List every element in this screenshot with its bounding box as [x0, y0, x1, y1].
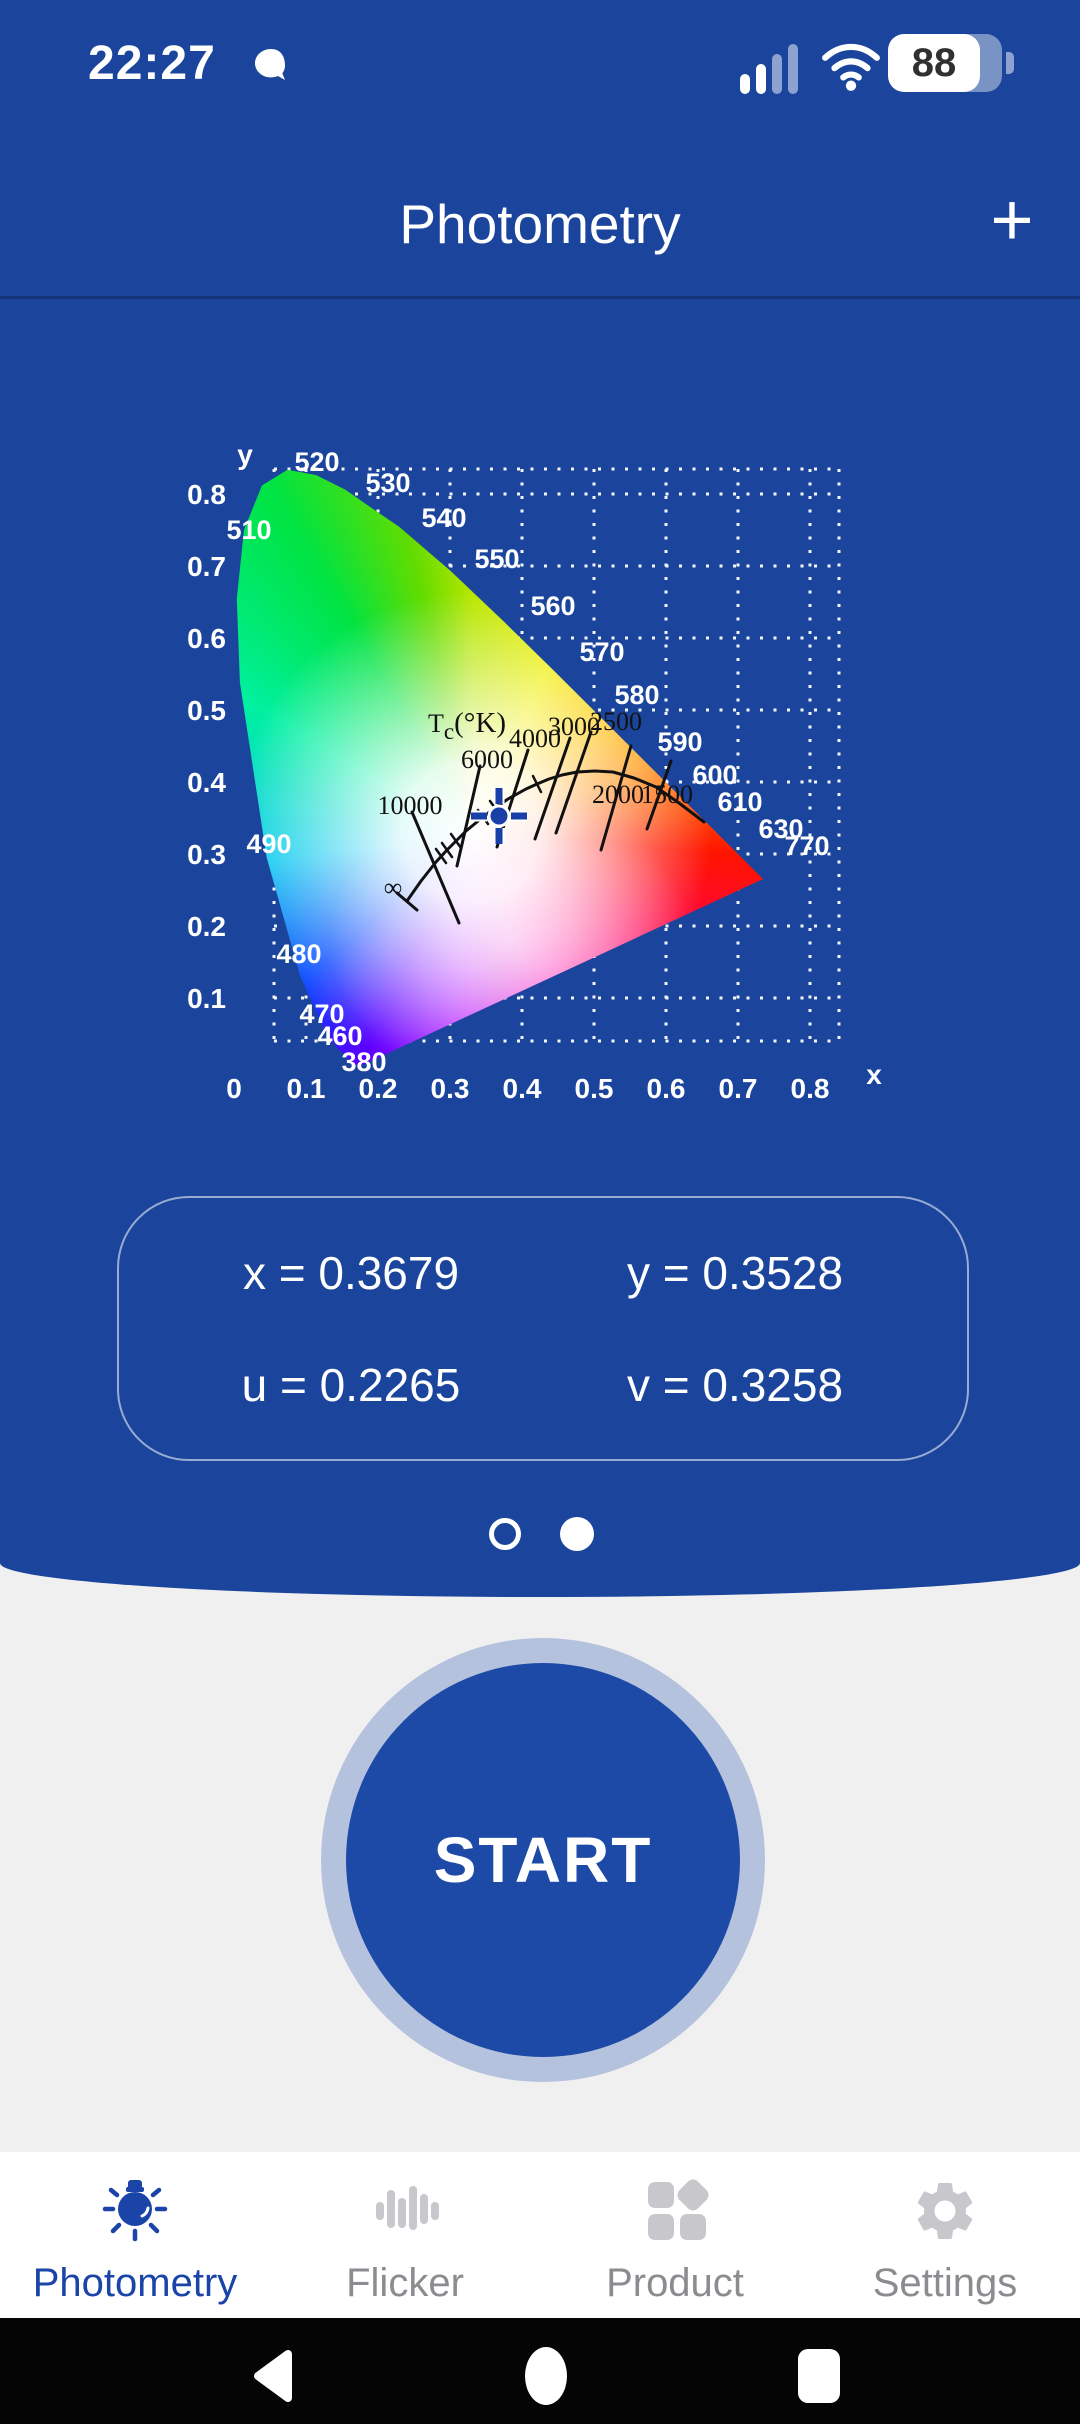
tab-flicker[interactable]: Flicker — [270, 2152, 540, 2318]
temp-label: 10000 — [378, 791, 443, 820]
temp-label: 6000 — [461, 745, 513, 774]
tab-settings[interactable]: Settings — [810, 2152, 1080, 2318]
x-tick-label: 0.3 — [431, 1073, 470, 1104]
wavelength-label: 470 — [299, 999, 344, 1029]
tab-settings-label: Settings — [872, 2261, 1018, 2305]
bulb-icon — [98, 2176, 172, 2251]
wavelength-label: 630 — [758, 814, 803, 844]
cie-chromaticity-chart[interactable]: 0 0.1 0.2 0.3 0.4 0.5 0.6 0.7 0.8 x 0.8 … — [150, 420, 910, 1120]
y-tick-label: 0.3 — [187, 839, 226, 870]
y-tick-label: 0.6 — [187, 623, 226, 654]
infinity-label: ∞ — [384, 873, 403, 902]
iso-temperature-lines — [395, 730, 673, 925]
wavelength-label: 570 — [579, 637, 624, 667]
start-button-label: START — [433, 1824, 653, 1896]
message-bubble-icon — [248, 44, 294, 95]
y-tick-label: 0.7 — [187, 551, 226, 582]
y-tick-label: 0.2 — [187, 911, 226, 942]
wavelength-label: 480 — [276, 939, 321, 969]
pager-dot-inactive[interactable] — [489, 1518, 521, 1550]
temp-label: 4000 — [509, 724, 561, 753]
wavelength-label: 550 — [474, 544, 519, 574]
wavelength-label: 460 — [317, 1021, 362, 1051]
wavelength-label: 560 — [530, 591, 575, 621]
tc-t: T — [428, 709, 444, 738]
y-axis-letter: y — [237, 439, 253, 470]
tab-product-label: Product — [606, 2261, 744, 2305]
wavelength-label: 770 — [784, 831, 829, 861]
start-button[interactable]: START — [346, 1663, 740, 2057]
battery-percent: 88 — [911, 40, 957, 85]
x-tick-label: 0.1 — [287, 1073, 326, 1104]
y-tick-label: 0.5 — [187, 695, 226, 726]
bottom-nav: Photometry Flicker — [0, 2152, 1080, 2318]
temp-label: 2000 — [592, 780, 644, 809]
temp-label: 2500 — [590, 707, 642, 736]
x-axis-letter: x — [866, 1059, 882, 1090]
wavelength-label: 600 — [692, 760, 737, 790]
wavelength-label: 610 — [717, 787, 762, 817]
x-tick-label: 0.6 — [647, 1073, 686, 1104]
wavelength-label: 530 — [365, 468, 410, 498]
x-tick-label: 0 — [226, 1073, 242, 1104]
recents-icon[interactable] — [798, 2349, 840, 2403]
chart-overlay: 0 0.1 0.2 0.3 0.4 0.5 0.6 0.7 0.8 x 0.8 … — [187, 439, 882, 1104]
wavelength-label: 540 — [421, 503, 466, 533]
tab-photometry-label: Photometry — [32, 2261, 238, 2305]
gear-icon — [908, 2176, 982, 2251]
y-tick-label: 0.8 — [187, 479, 226, 510]
tc-units: (°K) — [454, 707, 506, 739]
wavelength-label: 520 — [294, 447, 339, 477]
start-button-ring: START — [321, 1638, 765, 2082]
wavelength-label: 490 — [246, 829, 291, 859]
readout-u: u = 0.2265 — [241, 1358, 461, 1411]
wavelength-label: 380 — [341, 1047, 386, 1077]
x-tick-label: 0.5 — [575, 1073, 614, 1104]
battery-fill — [888, 34, 980, 92]
temp-label: 3000 — [548, 712, 600, 741]
readout-x: x = 0.3679 — [242, 1246, 460, 1299]
wavelength-label: 580 — [614, 680, 659, 710]
tab-product[interactable]: Product — [540, 2152, 810, 2318]
x-tick-label: 0.7 — [719, 1073, 758, 1104]
x-tick-label: 0.4 — [503, 1073, 542, 1104]
x-tick-label: 0.8 — [791, 1073, 830, 1104]
y-tick-label: 0.1 — [187, 983, 226, 1014]
tc-sub: c — [444, 719, 454, 744]
page-title: Photometry — [399, 193, 681, 255]
tab-photometry[interactable]: Photometry — [0, 2152, 270, 2318]
home-icon[interactable] — [525, 2347, 567, 2405]
x-tick-label: 0.2 — [359, 1073, 398, 1104]
temp-label: 1500 — [641, 780, 693, 809]
battery-tip — [1006, 52, 1014, 74]
add-button[interactable]: + — [990, 178, 1034, 261]
blue-background-curve — [0, 1563, 1080, 1597]
y-tick-label: 0.4 — [187, 767, 226, 798]
pager-dot-active[interactable] — [560, 1517, 594, 1551]
tab-flicker-label: Flicker — [346, 2261, 464, 2305]
header-divider — [0, 296, 1080, 299]
chromaticity-readout: x = 0.3679 y = 0.3528 u = 0.2265 v = 0.3… — [117, 1196, 969, 1461]
grid-icon — [638, 2176, 712, 2251]
tc-axis-label: Tc(°K) — [428, 707, 506, 744]
battery-icon: 88 — [888, 34, 1002, 92]
measurement-marker — [471, 788, 527, 844]
wavelength-label: 510 — [226, 515, 271, 545]
readout-y: y = 0.3528 — [626, 1246, 844, 1299]
wifi-icon — [820, 36, 882, 99]
back-icon[interactable] — [250, 2346, 298, 2406]
signal-icon — [740, 40, 804, 94]
readout-v: v = 0.3258 — [626, 1358, 844, 1411]
status-time: 22:27 — [88, 37, 216, 90]
waveform-icon — [368, 2176, 442, 2251]
wavelength-label: 590 — [657, 727, 702, 757]
